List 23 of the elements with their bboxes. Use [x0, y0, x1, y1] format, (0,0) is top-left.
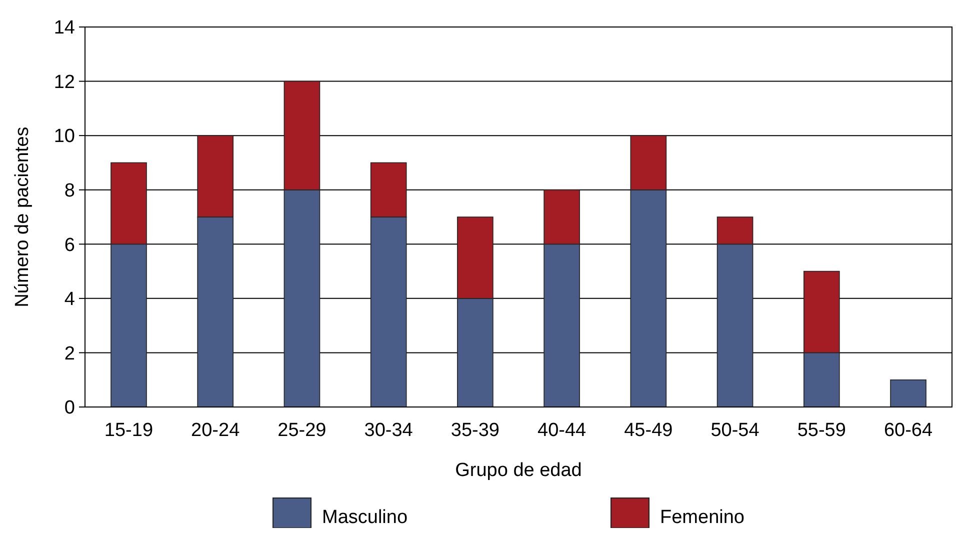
bar: [890, 379, 926, 408]
x-tick-label: 15-19: [104, 420, 154, 441]
x-tick-label: 25-29: [278, 420, 326, 441]
y-tick-label: 14: [54, 18, 76, 39]
y-tick-label: 10: [54, 126, 75, 148]
y-axis-title: Número de pacientes: [12, 126, 33, 308]
x-tick-label: 35-39: [450, 420, 500, 441]
x-axis-title: Grupo de edad: [455, 460, 582, 481]
y-tick-label: 6: [64, 234, 75, 256]
x-tick-label: 20-24: [191, 420, 240, 441]
x-tick-label: 45-49: [624, 420, 673, 441]
legend-label: Masculino: [322, 507, 408, 528]
x-tick-label: 55-59: [797, 420, 846, 441]
x-tick-label: 50-54: [710, 420, 760, 441]
x-tick-label: 60-64: [884, 420, 933, 441]
x-tick-label: 30-34: [364, 420, 414, 441]
y-tick-label: 4: [64, 289, 76, 310]
y-tick-label: 12: [54, 72, 75, 93]
y-tick-label: 0: [64, 398, 75, 419]
y-tick-label: 8: [64, 180, 75, 202]
x-tick-label: 40-44: [538, 420, 587, 441]
legend-label: Femenino: [660, 507, 744, 528]
y-tick-label: 2: [64, 343, 75, 364]
